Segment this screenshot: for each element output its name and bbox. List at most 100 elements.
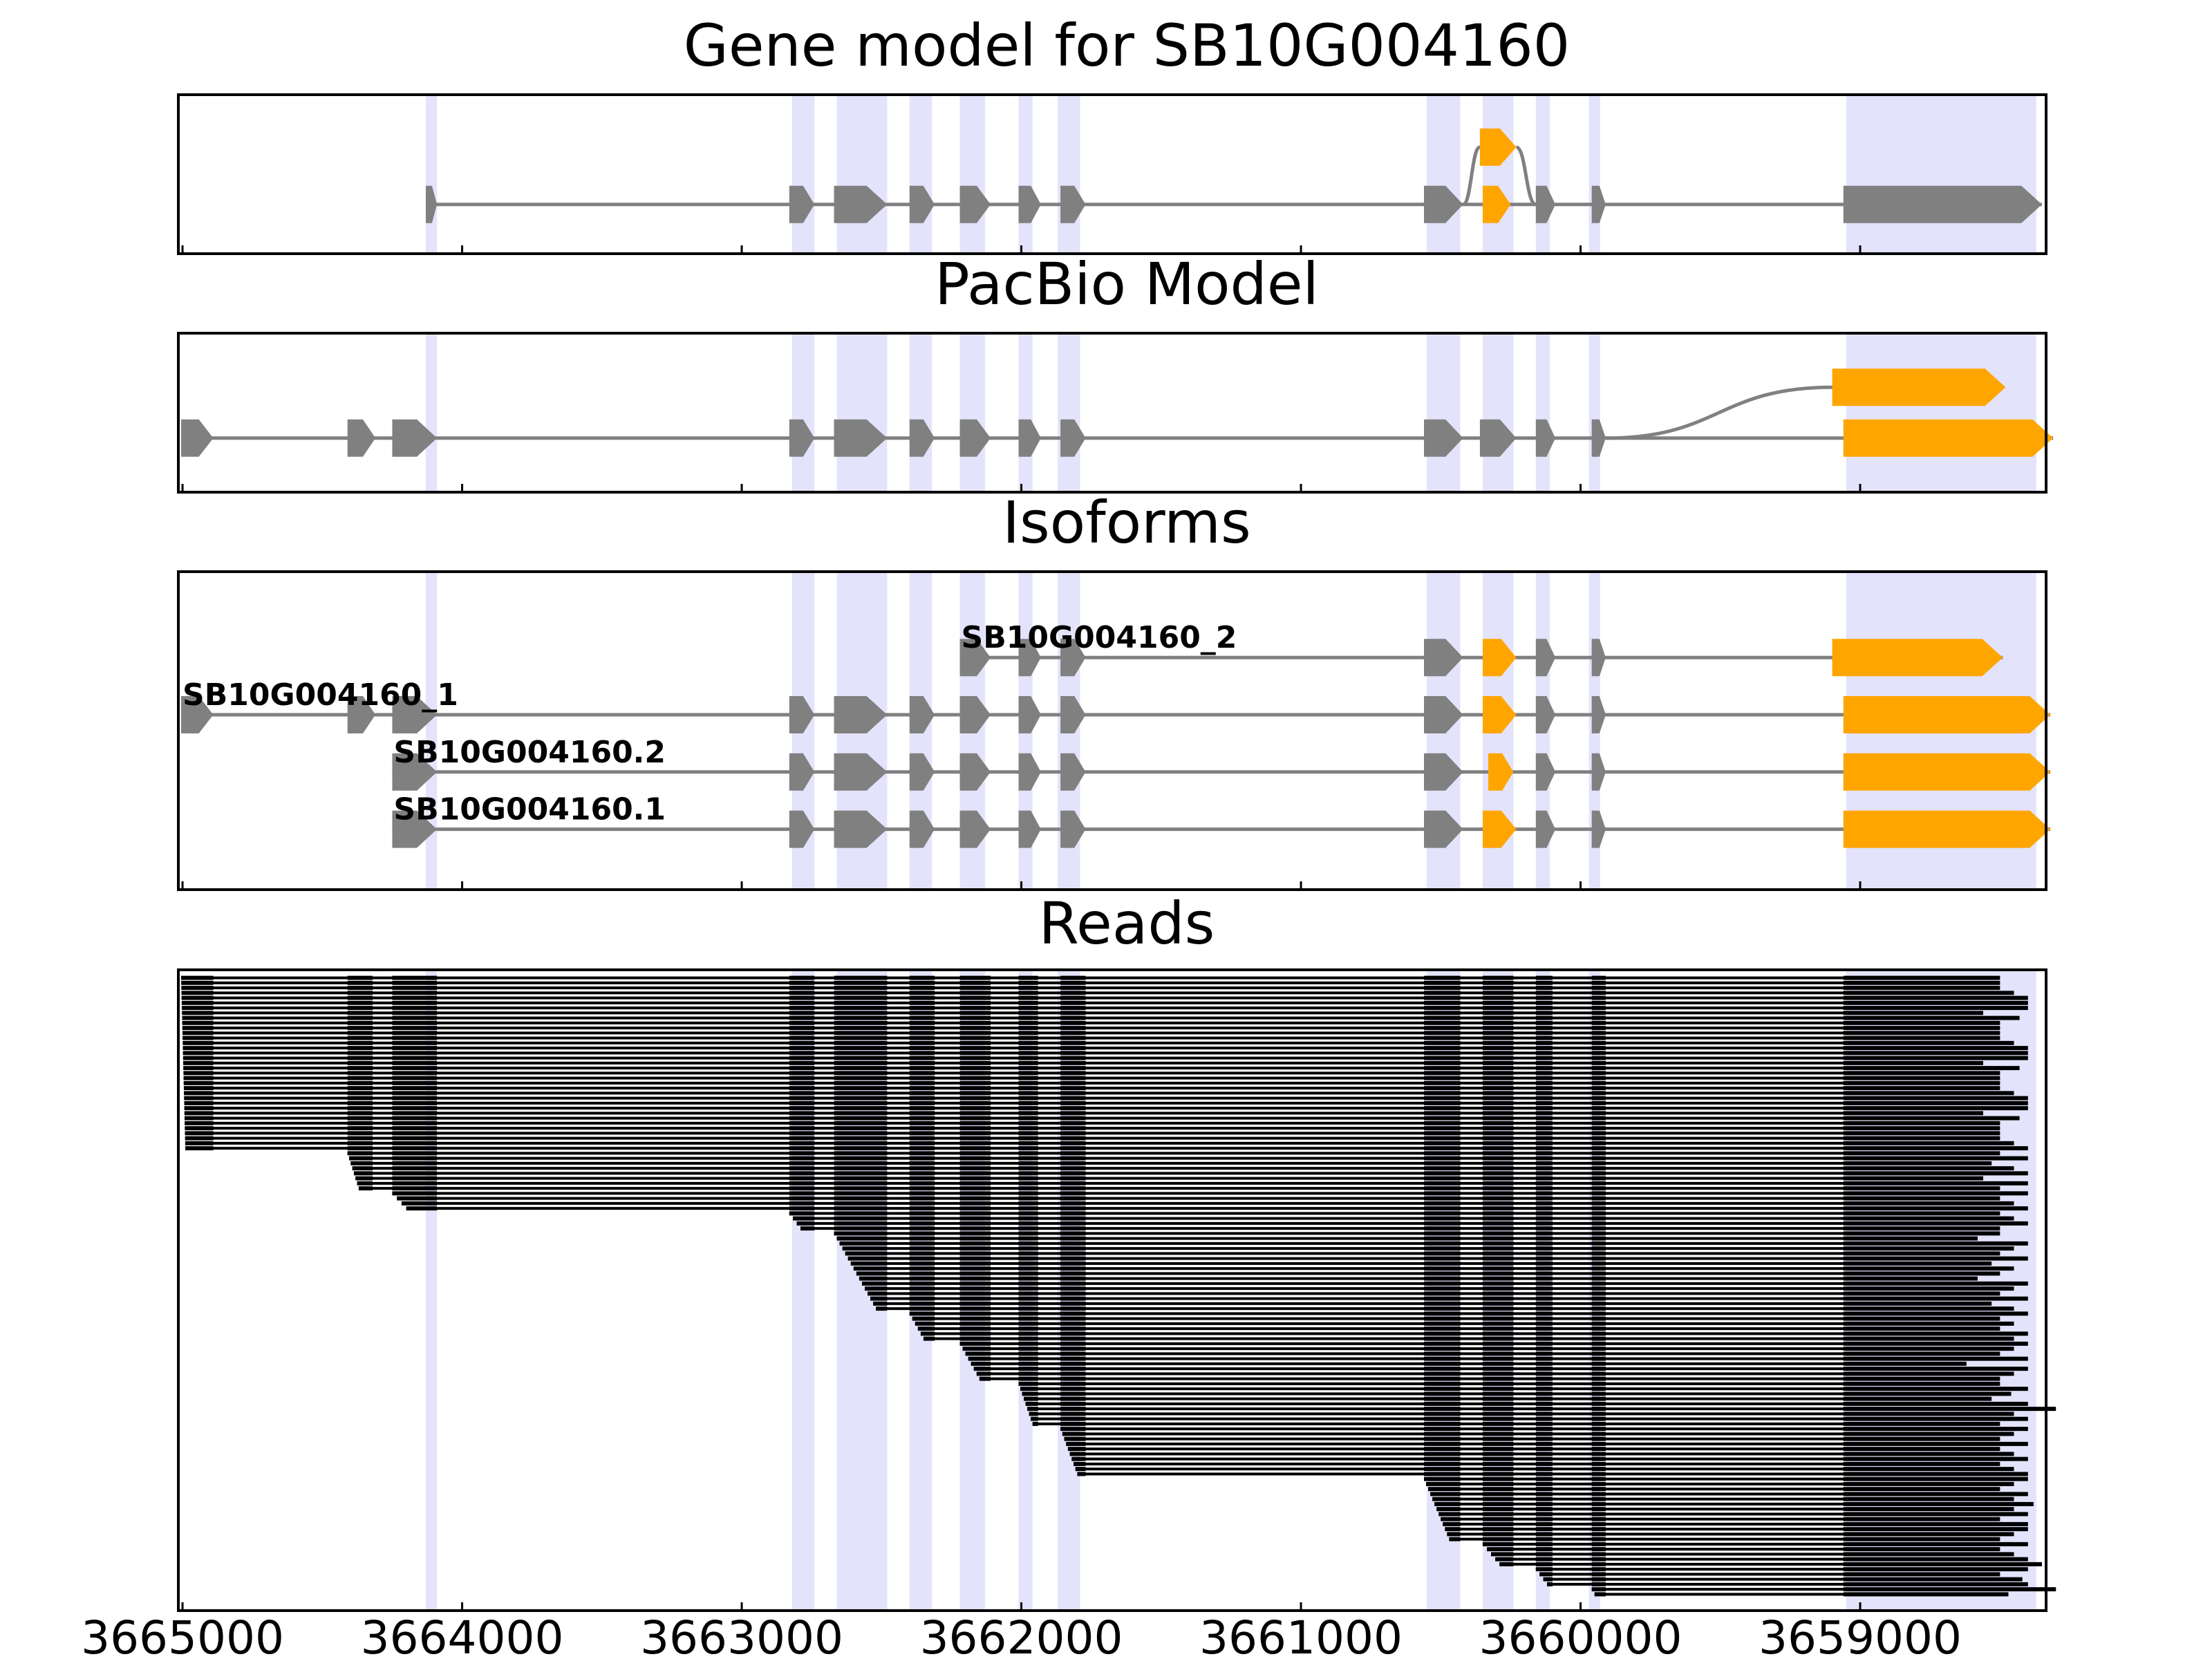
- read-block: [1535, 1452, 1553, 1456]
- read-block: [1482, 986, 1514, 991]
- read-block: [1591, 1527, 1606, 1532]
- read-block: [1424, 1321, 1461, 1326]
- read-block: [1445, 1527, 1461, 1532]
- read-block: [1482, 1246, 1514, 1251]
- read-block: [959, 1066, 991, 1071]
- read-block: [1843, 1492, 2028, 1497]
- read-block: [839, 1241, 888, 1246]
- read-block: [1591, 1296, 1606, 1301]
- read-block: [834, 1111, 888, 1116]
- read-block: [1843, 1361, 1967, 1366]
- read-block: [1018, 1015, 1038, 1020]
- read-block: [1060, 1216, 1086, 1221]
- read-block: [1843, 1421, 2000, 1426]
- read-block: [836, 1236, 888, 1241]
- read-block: [1018, 1311, 1038, 1316]
- exon: [1060, 419, 1086, 457]
- exon: [1424, 639, 1463, 677]
- read-block: [1843, 1111, 1983, 1116]
- read-block: [1424, 1467, 1461, 1472]
- read-block: [1060, 1111, 1086, 1116]
- read-block: [959, 1166, 991, 1171]
- read-block: [1843, 991, 2014, 995]
- read-block: [1843, 1391, 2012, 1396]
- read-block: [1060, 1251, 1086, 1256]
- read-block: [1424, 1331, 1461, 1336]
- read-block: [909, 1046, 935, 1051]
- read-block: [834, 1136, 888, 1141]
- read-block: [1018, 1321, 1038, 1326]
- read-block: [909, 1006, 935, 1011]
- read-block: [1843, 1472, 2028, 1477]
- read-block: [1018, 1186, 1038, 1191]
- read-block: [959, 1011, 991, 1015]
- read-block: [1424, 1291, 1461, 1296]
- read-block: [1018, 1236, 1038, 1241]
- read-block: [1424, 1347, 1461, 1351]
- read-block: [1018, 1156, 1038, 1161]
- read-block: [834, 1020, 888, 1025]
- read-block: [1482, 1447, 1514, 1452]
- read-block: [1018, 1076, 1038, 1080]
- read-block: [909, 1181, 935, 1185]
- read-block: [1482, 1296, 1514, 1301]
- read-block: [1060, 1031, 1086, 1035]
- read-block: [909, 1191, 935, 1196]
- read-block: [1060, 1401, 1086, 1406]
- read-block: [357, 1181, 373, 1185]
- read-block: [1843, 1572, 2000, 1577]
- read-block: [1591, 1176, 1606, 1181]
- read-block: [1424, 1396, 1461, 1401]
- read-block: [1424, 995, 1461, 1000]
- read-block: [1487, 1547, 1514, 1552]
- read-block: [1424, 1020, 1461, 1025]
- read-block: [1591, 1276, 1606, 1281]
- read-block: [1060, 1381, 1086, 1386]
- read-block: [347, 1046, 373, 1051]
- read-block: [1482, 1066, 1514, 1071]
- read-block: [834, 1171, 888, 1176]
- read-block: [1075, 1467, 1086, 1472]
- read-block: [1060, 1427, 1086, 1432]
- read-block: [1018, 1116, 1038, 1121]
- highlight-region: [1846, 333, 2036, 492]
- read-block: [1482, 1407, 1514, 1412]
- read-block: [909, 1226, 935, 1231]
- read-block: [909, 991, 935, 995]
- read-block: [1482, 1321, 1514, 1326]
- exon: [1535, 753, 1556, 791]
- read-block: [959, 1196, 991, 1201]
- read-block: [1424, 1427, 1461, 1432]
- read-block: [959, 1251, 991, 1256]
- read-block: [789, 1206, 815, 1211]
- read-block: [1591, 1060, 1606, 1065]
- read-block: [959, 1336, 991, 1341]
- read-block: [1591, 1291, 1606, 1296]
- read-block: [909, 1116, 935, 1121]
- read-block: [1843, 1456, 2028, 1461]
- read-block: [1060, 1421, 1086, 1426]
- read-block: [1535, 1341, 1553, 1346]
- read-block: [1077, 1472, 1086, 1477]
- exon: [959, 419, 991, 457]
- read-block: [1482, 1501, 1514, 1506]
- read-block: [959, 1086, 991, 1091]
- read-block: [1482, 975, 1514, 980]
- read-block: [1424, 1447, 1461, 1452]
- read-block: [1843, 1080, 2000, 1085]
- read-block: [1591, 1311, 1606, 1316]
- read-block: [1482, 1481, 1514, 1486]
- highlight-region: [909, 95, 932, 254]
- read-block: [1591, 1306, 1606, 1311]
- read-block: [1843, 1321, 2014, 1326]
- read-block: [1535, 1567, 1553, 1572]
- read-block: [909, 1291, 935, 1296]
- read-block: [1843, 1461, 2000, 1466]
- read-block: [789, 1161, 815, 1165]
- read-block: [1069, 1452, 1086, 1456]
- read-block: [1843, 1387, 2028, 1391]
- read-block: [909, 1056, 935, 1060]
- read-block: [909, 1211, 935, 1216]
- read-block: [1843, 1412, 2014, 1416]
- read-block: [1843, 1141, 2014, 1145]
